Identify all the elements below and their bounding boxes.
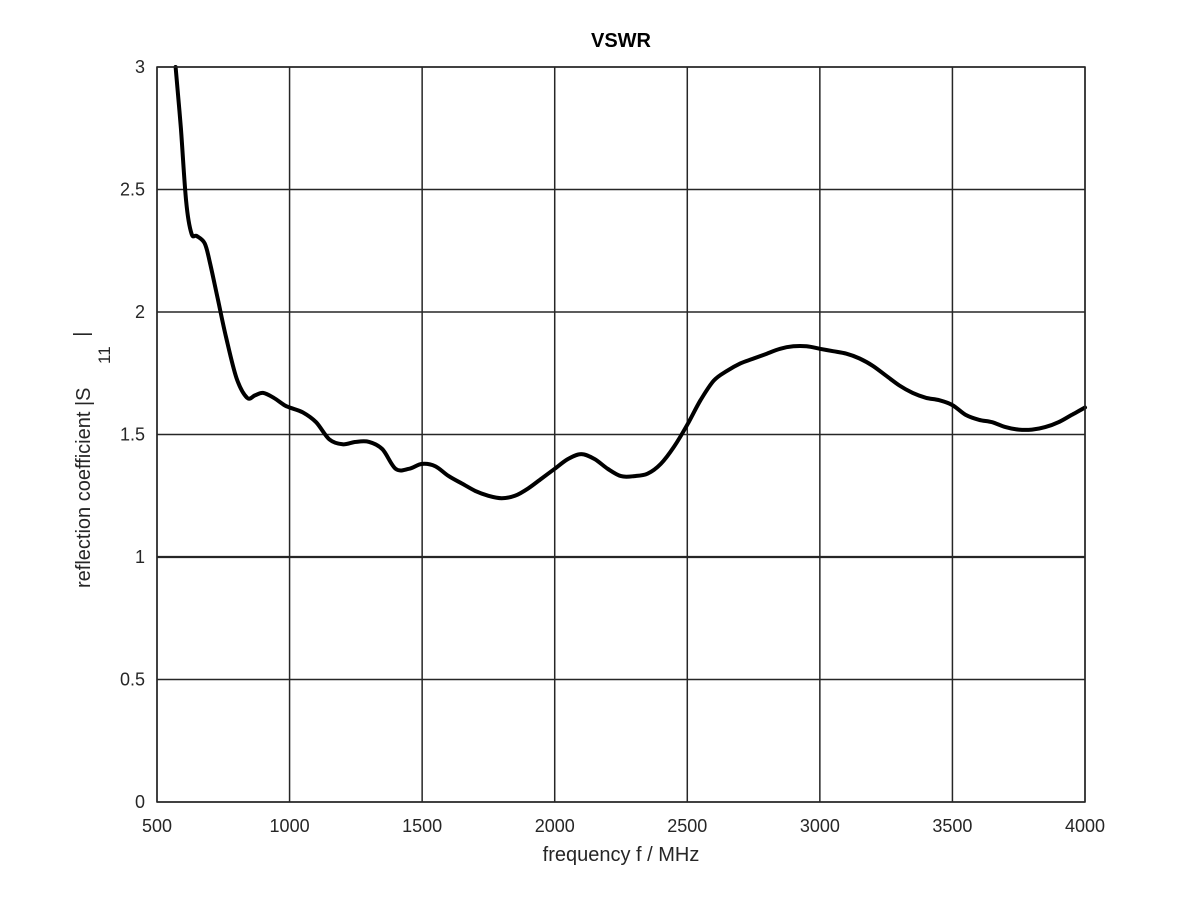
chart-title: VSWR [591, 30, 652, 52]
y-tick-label: 0.5 [120, 670, 145, 690]
plot-frame [156, 66, 1086, 803]
y-tick-label: 3 [135, 57, 145, 77]
x-tick-label: 500 [142, 816, 172, 836]
y-tick-label: 2.5 [120, 180, 145, 200]
series-layer [173, 65, 1087, 501]
x-tick-label: 2000 [535, 816, 575, 836]
y-axis-label-end: | [71, 332, 93, 337]
x-axis-label: frequency f / MHz [543, 844, 700, 866]
x-tick-label: 3500 [932, 816, 972, 836]
x-tick-label: 1000 [270, 816, 310, 836]
svg-text:reflection coefficient |S: reflection coefficient |S 11 | [71, 332, 115, 588]
x-tick-label: 1500 [402, 816, 442, 836]
y-axis-label: reflection coefficient |S 11 | [71, 332, 115, 588]
y-tick-label: 2 [135, 302, 145, 322]
y-axis-label-main: reflection coefficient |S [73, 388, 95, 589]
y-tick-label: 0 [135, 792, 145, 812]
x-tick-label: 3000 [800, 816, 840, 836]
y-tick-label: 1 [135, 547, 145, 567]
grid [156, 66, 1086, 803]
tick-labels: 500 1000 1500 2000 2500 3000 3500 4000 0 0.5 1 1.5 2… [120, 57, 1105, 836]
y-axis-label-sub: 11 [95, 346, 114, 364]
series-line [173, 65, 1087, 501]
x-tick-label: 4000 [1065, 816, 1105, 836]
y-tick-label: 1.5 [120, 425, 145, 445]
x-tick-label: 2500 [667, 816, 707, 836]
